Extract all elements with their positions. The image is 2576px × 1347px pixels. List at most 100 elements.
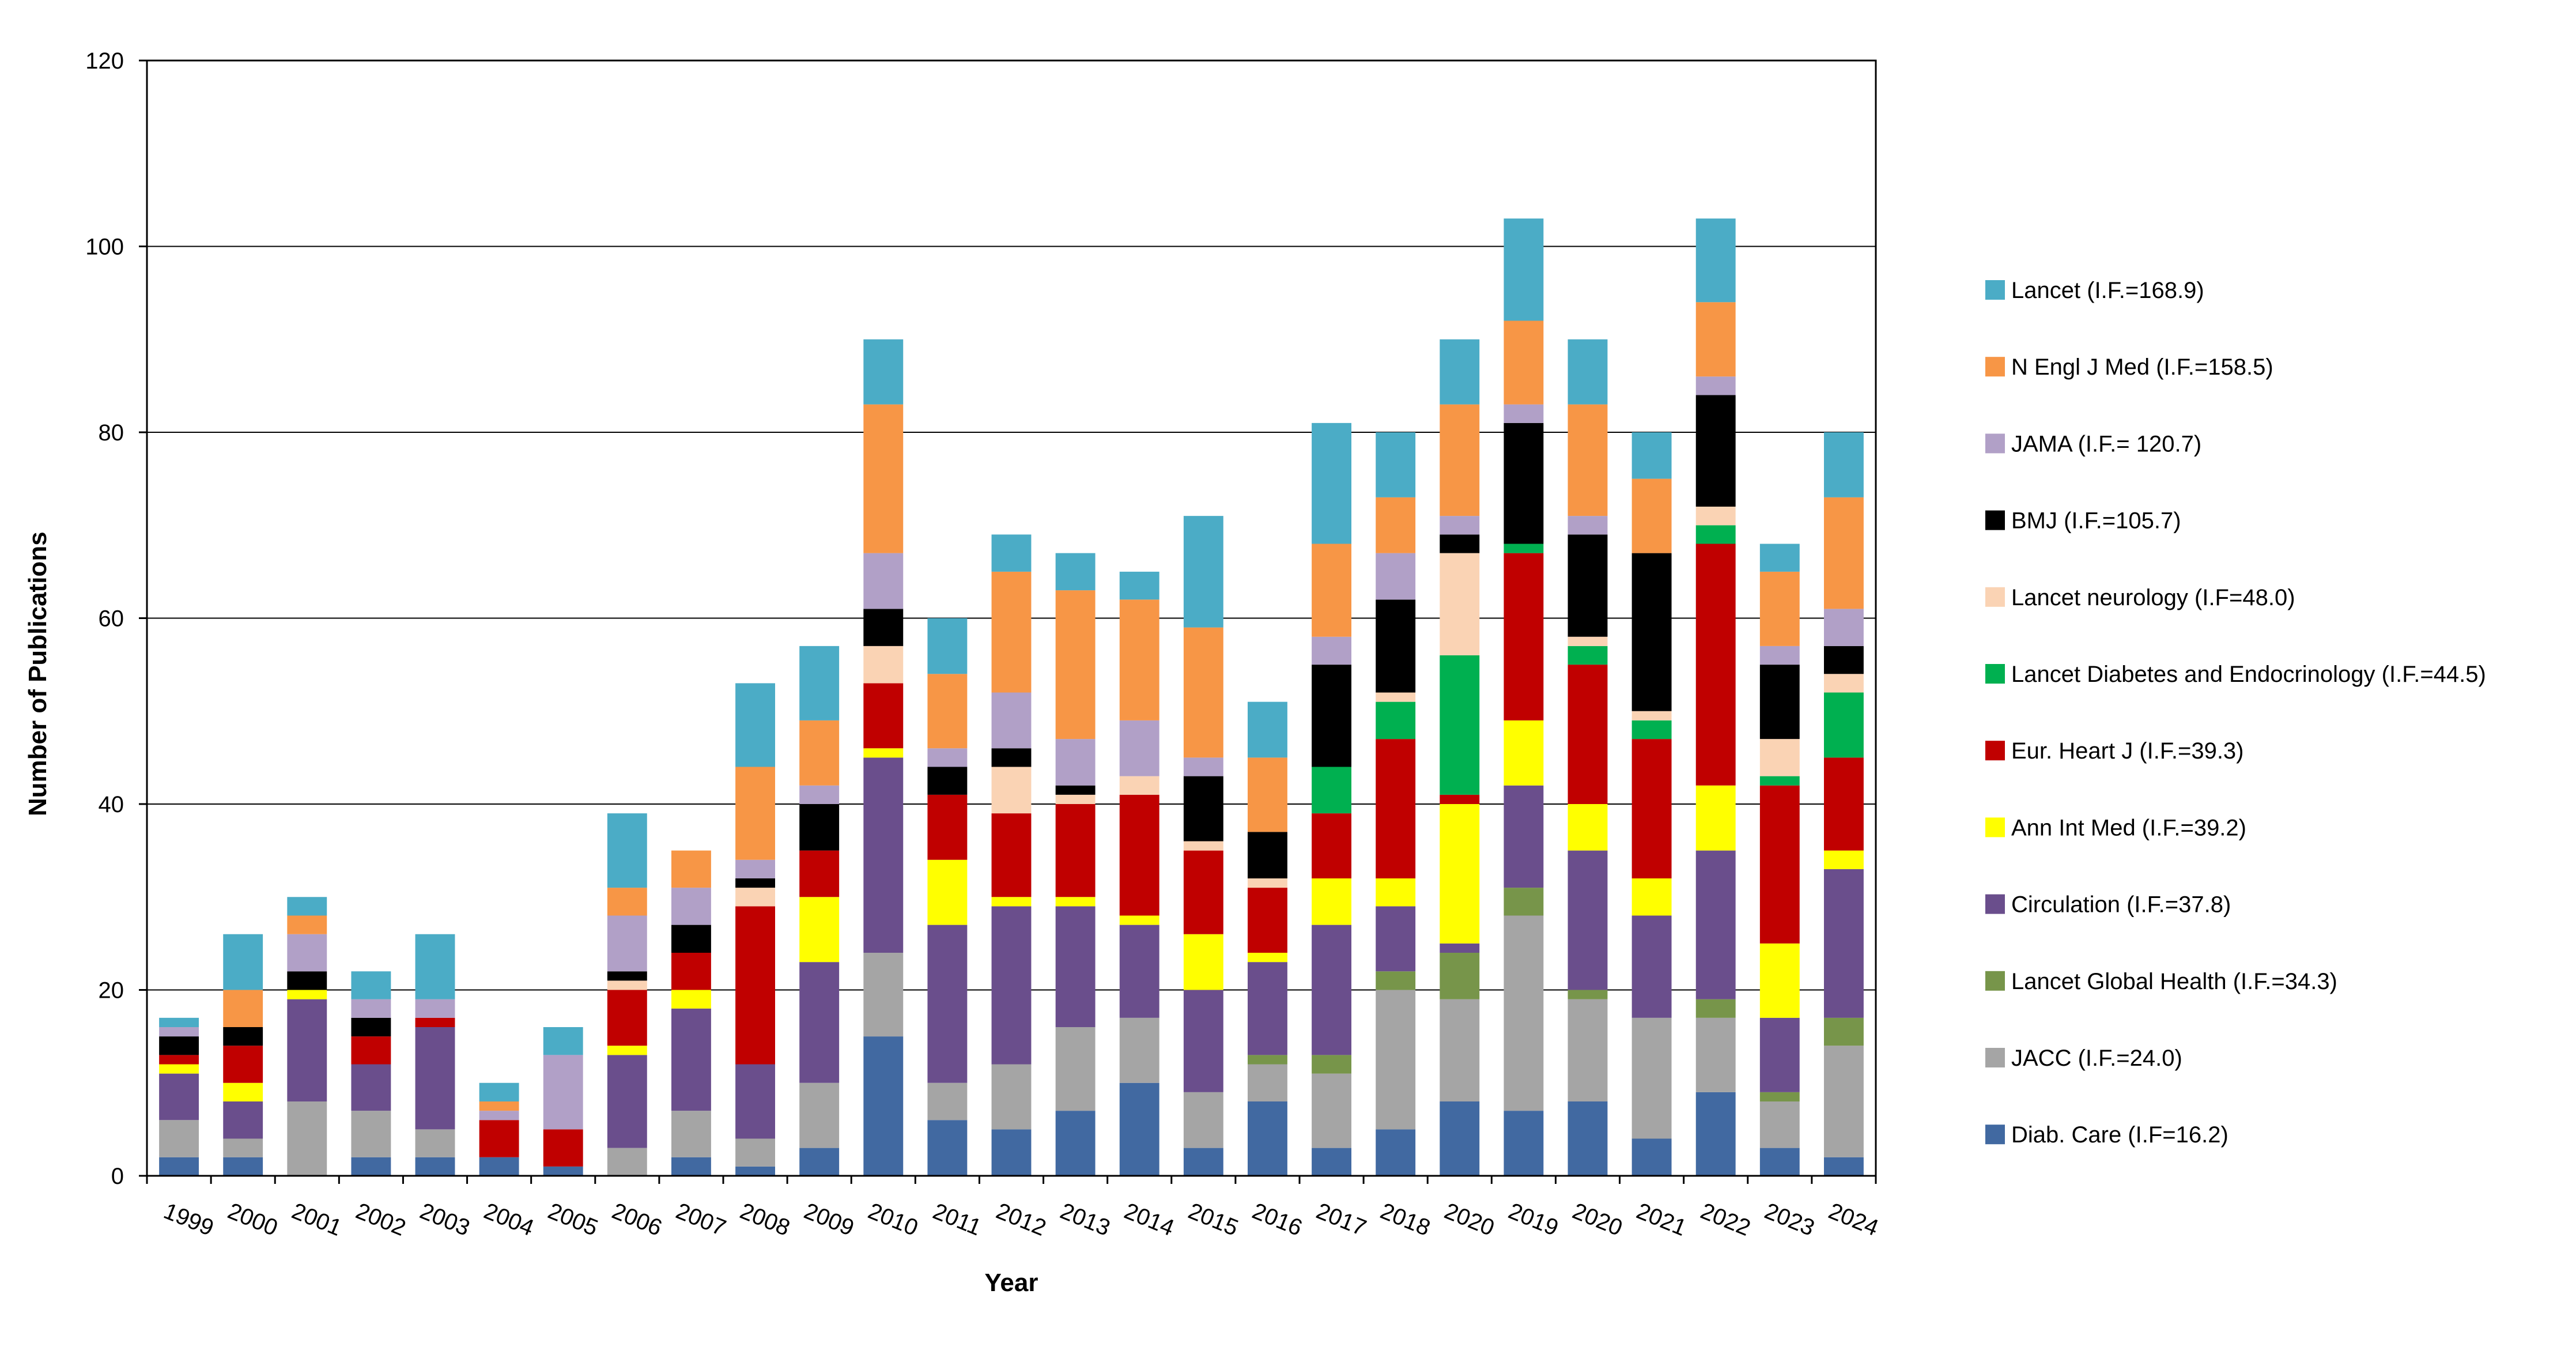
bar-segment — [863, 609, 904, 646]
bar-segment — [799, 646, 840, 720]
x-tick-label: 1999 — [160, 1198, 217, 1241]
bar-segment — [1376, 971, 1416, 990]
bar-segment — [1312, 767, 1351, 814]
bar-segment — [159, 1157, 199, 1176]
bar-segment — [671, 990, 711, 1009]
bar-segment — [1440, 953, 1480, 999]
legend-swatch — [1985, 357, 2005, 377]
bar-segment — [1824, 1157, 1864, 1176]
bar-segment — [671, 850, 711, 888]
bar-segment — [1504, 785, 1544, 888]
bar-segment — [287, 990, 327, 999]
bar-segment — [1695, 999, 1736, 1018]
bar-segment — [1055, 553, 1096, 591]
bar-segment — [159, 1017, 199, 1027]
bar-segment — [1504, 553, 1544, 720]
bar-segment — [159, 1036, 199, 1055]
bar-segment — [735, 906, 775, 1065]
bar-segment — [991, 1129, 1032, 1176]
bar-segment — [1631, 432, 1672, 479]
bar-segment — [1631, 878, 1672, 916]
bar-segment — [1440, 553, 1480, 655]
legend-swatch — [1985, 817, 2005, 837]
bar-segment — [1567, 534, 1608, 637]
bar-segment — [1567, 990, 1608, 999]
x-tick-label: 2012 — [992, 1198, 1049, 1241]
bar-segment — [1631, 1138, 1672, 1176]
legend-swatch — [1985, 433, 2005, 454]
y-tick-label: 80 — [99, 420, 124, 446]
legend-item: JACC (I.F.=24.0) — [1985, 1046, 2182, 1071]
bar-segment — [607, 1148, 647, 1176]
bar-segment — [1183, 516, 1223, 628]
x-axis-ticks: 1999 2000 2001 2002 2003 2004 2005 2006 2007 2008… — [146, 1176, 1882, 1241]
bar-segment — [1567, 1101, 1608, 1176]
bar-segment — [1376, 1129, 1416, 1176]
bar-segment — [607, 813, 647, 888]
x-tick-label: 2005 — [545, 1198, 602, 1241]
bar-segment — [1440, 655, 1480, 795]
bar-segment — [1567, 404, 1608, 516]
bar-segment — [863, 339, 904, 405]
bar-stack-2017 — [1312, 422, 1351, 1176]
bar-segment — [927, 1082, 968, 1120]
legend-swatch — [1985, 971, 2005, 991]
bar-segment — [479, 1101, 519, 1111]
legend-label: Lancet Diabetes and Endocrinology (I.F.=… — [2011, 662, 2486, 687]
x-tick-label: 2004 — [480, 1198, 537, 1241]
bar-segment — [991, 571, 1032, 693]
bar-segment — [287, 897, 327, 916]
bar-segment — [415, 1129, 455, 1157]
bar-segment — [1312, 813, 1351, 878]
bar-stack-2024 — [1824, 432, 1864, 1176]
bar-stack-2013 — [1055, 553, 1096, 1176]
bar-segment — [671, 925, 711, 953]
bar-stack-2014 — [1119, 571, 1159, 1176]
bar-segment — [479, 1111, 519, 1120]
bar-segment — [1759, 1092, 1800, 1101]
bar-segment — [1440, 999, 1480, 1101]
x-tick-label: 2020 — [1441, 1198, 1498, 1241]
bar-stack-2020 — [1567, 339, 1608, 1176]
legend-swatch — [1985, 664, 2005, 684]
bar-segment — [1248, 757, 1287, 832]
bar-segment — [159, 1055, 199, 1065]
bar-segment — [1440, 339, 1480, 405]
bar-segment — [479, 1157, 519, 1176]
bar-segment — [1119, 720, 1159, 776]
bar-segment — [1376, 990, 1416, 1130]
legend-item: Circulation (I.F.=37.8) — [1985, 892, 2231, 918]
bar-segment — [1440, 943, 1480, 953]
legend-label: Ann Int Med (I.F.=39.2) — [2011, 815, 2246, 840]
bar-segment — [1824, 497, 1864, 609]
bar-segment — [543, 1129, 583, 1167]
bar-segment — [1695, 507, 1736, 526]
bar-segment — [543, 1166, 583, 1176]
bar-segment — [1119, 915, 1159, 925]
bar-segment — [543, 1027, 583, 1055]
bar-segment — [1055, 1111, 1096, 1176]
bar-stack-2012 — [991, 534, 1032, 1176]
bar-segment — [1440, 1101, 1480, 1176]
bar-segment — [735, 1138, 775, 1167]
bar-segment — [1504, 404, 1544, 423]
bar-segment — [223, 1157, 263, 1176]
bar-segment — [159, 1073, 199, 1120]
bar-segment — [1695, 302, 1736, 377]
bar-stack-2018 — [1376, 432, 1416, 1176]
legend-label: JACC (I.F.=24.0) — [2011, 1046, 2182, 1071]
legend-item: Lancet (I.F.=168.9) — [1985, 278, 2204, 303]
bar-segment — [1119, 925, 1159, 1018]
y-tick-label: 100 — [85, 235, 124, 260]
bar-segment — [1376, 878, 1416, 907]
bar-segment — [927, 674, 968, 749]
bar-segment — [1183, 841, 1223, 851]
bar-stack-1999 — [159, 1017, 199, 1176]
bar-segment — [415, 934, 455, 999]
bar-segment — [1759, 646, 1800, 665]
bar-segment — [223, 990, 263, 1027]
bar-segment — [1440, 804, 1480, 944]
bar-stack-2011 — [927, 618, 968, 1176]
bar-segment — [1119, 794, 1159, 916]
bar-segment — [799, 785, 840, 804]
